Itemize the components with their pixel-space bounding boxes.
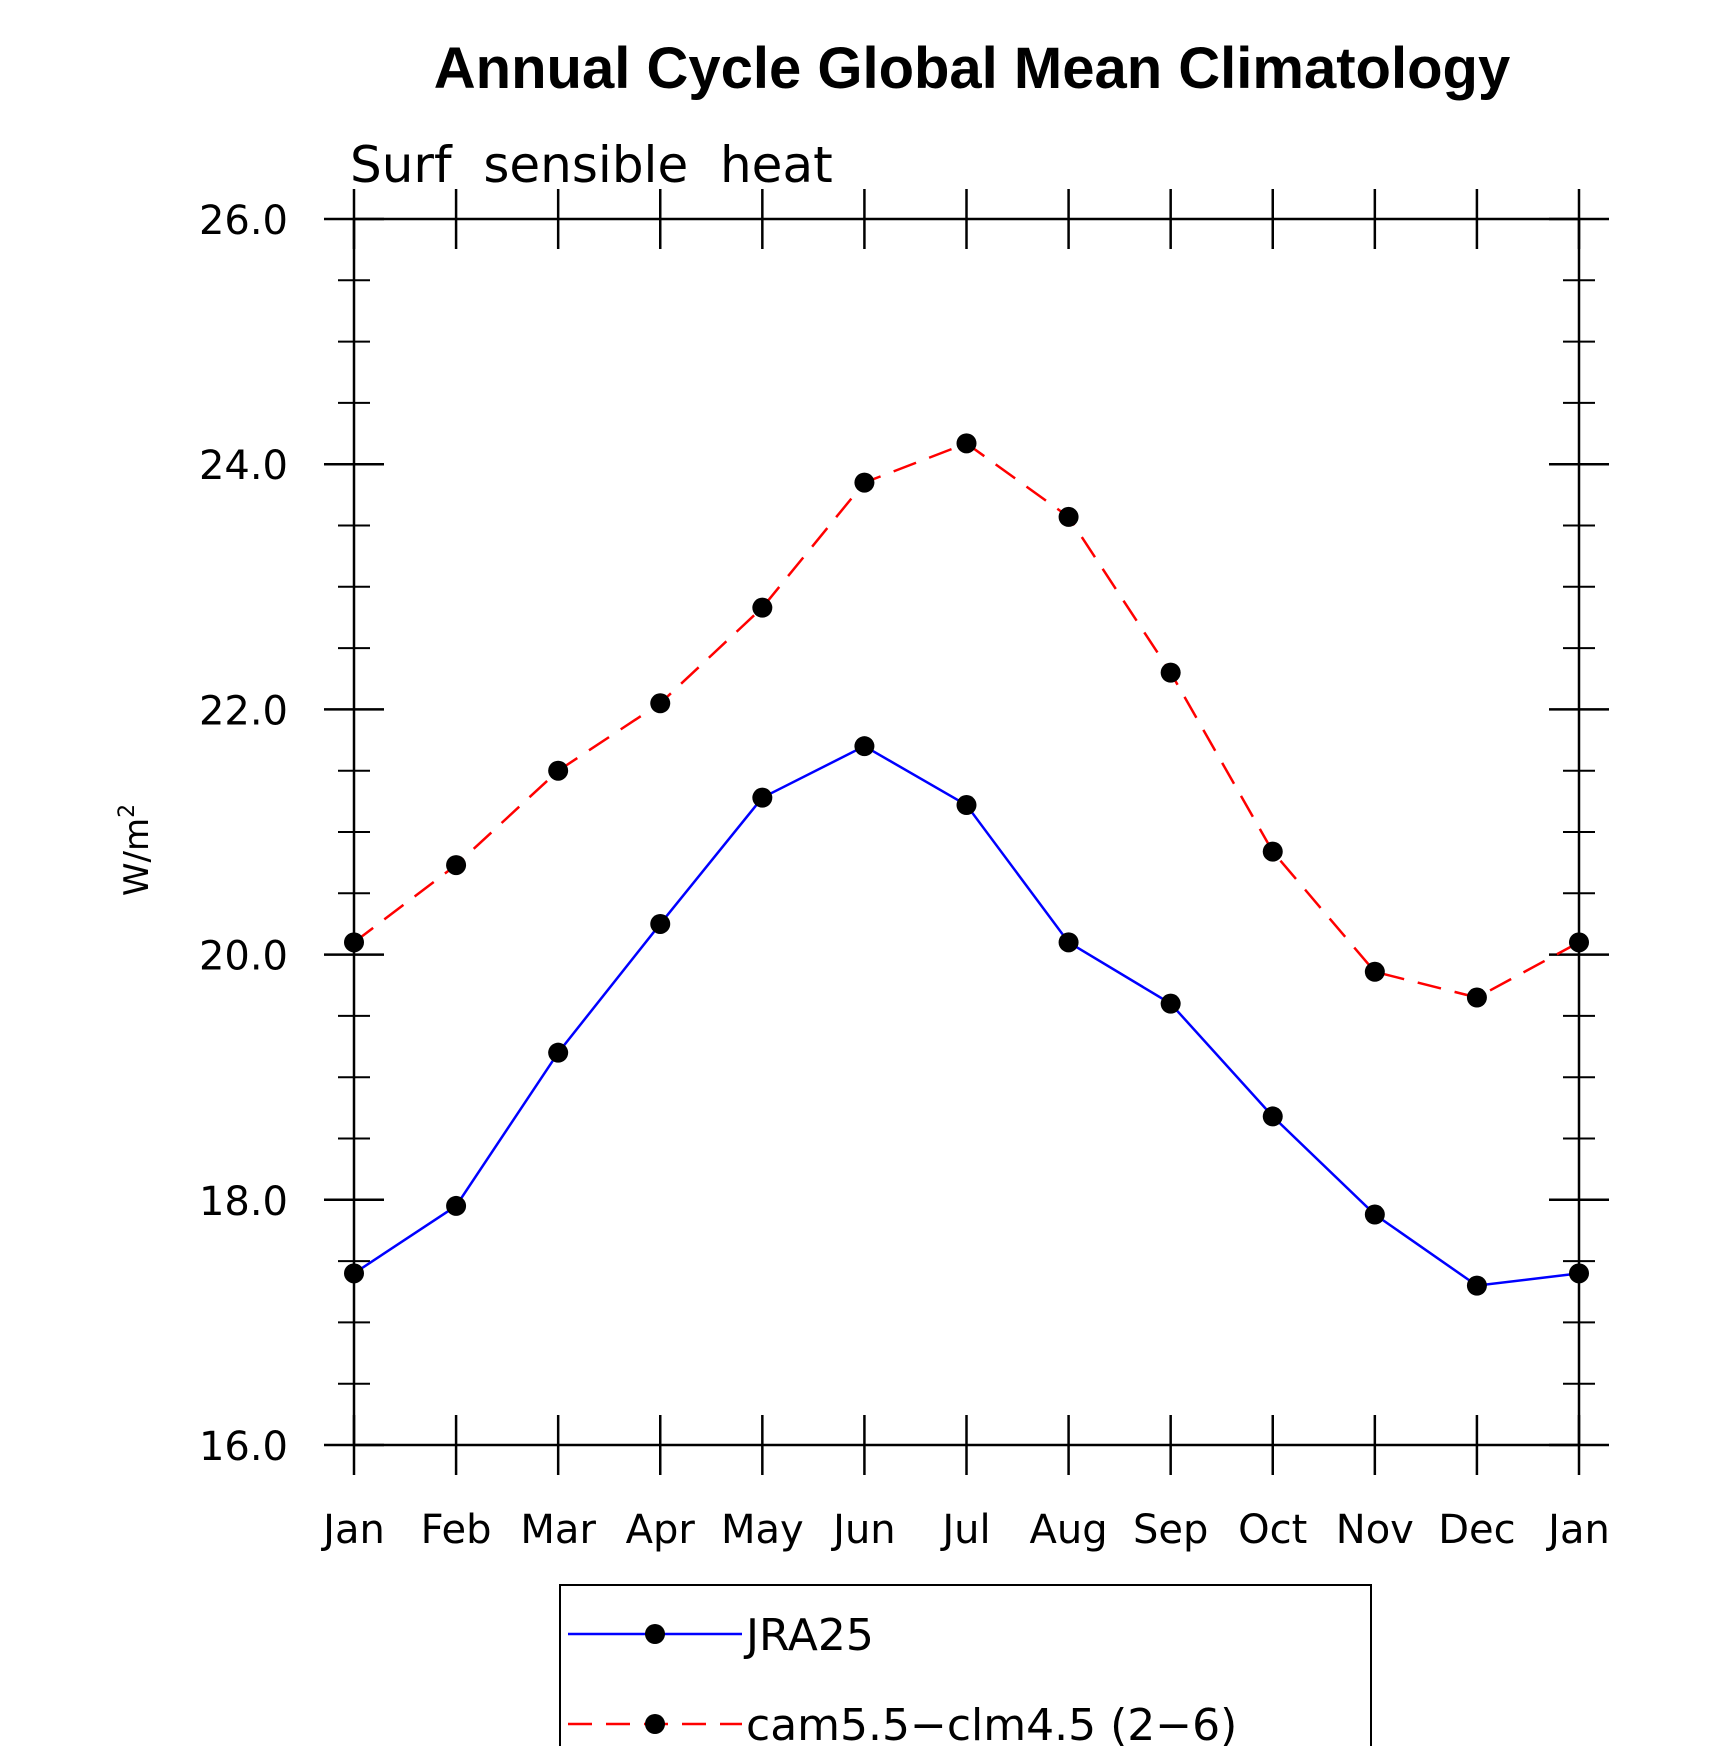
legend: JRA25 cam5.5−clm4.5 (2−6) (559, 1584, 1372, 1746)
x-tick-label: Oct (1238, 1507, 1307, 1553)
axes: Jan Feb Mar Apr May Jun Jul Aug Sep Oct Nov Dec Jan 1… (199, 189, 1610, 1553)
x-tick-label: Dec (1438, 1507, 1515, 1553)
legend-label: JRA25 (743, 1610, 874, 1661)
data-point (1466, 987, 1487, 1008)
data-point (1262, 841, 1283, 862)
legend-label: cam5.5−clm4.5 (2−6) (746, 1700, 1237, 1746)
y-tick-label: 18.0 (199, 1179, 288, 1225)
data-point (854, 472, 875, 493)
series-line (353, 744, 1580, 1287)
data-point (344, 932, 364, 953)
data-point (1058, 932, 1079, 953)
y-axis-label-text: W/m (117, 818, 157, 896)
x-tick-label: Sep (1133, 1507, 1208, 1553)
y-axis-label: W/m2 (115, 804, 157, 896)
series-line (353, 441, 1580, 999)
y-axis-label-superscript: 2 (115, 804, 140, 818)
legend-box (559, 1584, 1372, 1746)
data-point (1466, 1275, 1487, 1296)
data-point (752, 787, 773, 808)
data-point (1364, 961, 1385, 982)
x-tick-label: Jan (1545, 1507, 1610, 1553)
data-point (854, 736, 875, 757)
chart-title: Annual Cycle Global Mean Climatology (434, 36, 1510, 101)
data-point (1364, 1204, 1385, 1225)
data-point (956, 433, 977, 454)
x-tick-label: Feb (421, 1507, 492, 1553)
x-tick-label: Jul (939, 1507, 990, 1553)
data-point (548, 760, 569, 781)
data-point (1160, 993, 1181, 1014)
plot-frame (352, 217, 1581, 1447)
data-point (650, 913, 671, 934)
legend-swatch-marker (645, 1624, 665, 1644)
y-tick-label: 26.0 (199, 198, 288, 244)
series-2 (344, 433, 1589, 1008)
data-point (956, 795, 977, 816)
data-point (1160, 662, 1181, 683)
data-point (1569, 932, 1589, 953)
data-point (446, 1195, 467, 1216)
data-point (1569, 1263, 1589, 1284)
series-1 (344, 736, 1589, 1296)
data-point (650, 693, 671, 714)
x-tick-label: Jan (320, 1507, 385, 1553)
svg-text:W/m2: W/m2 (115, 804, 157, 896)
data-point (344, 1263, 364, 1284)
data-point (752, 597, 773, 618)
legend-items: JRA25 cam5.5−clm4.5 (2−6) (568, 1610, 1237, 1746)
legend-swatch-marker (645, 1714, 665, 1734)
x-tick-label: Apr (626, 1507, 696, 1553)
data-point (548, 1042, 569, 1063)
x-tick-label: May (721, 1507, 804, 1553)
data-point (1058, 506, 1079, 527)
y-tick-label: 22.0 (199, 688, 288, 734)
y-tick-label: 16.0 (199, 1424, 288, 1470)
x-tick-label: Jun (830, 1507, 896, 1553)
x-tick-label: Mar (520, 1507, 596, 1553)
chart-subtitle: Surf sensible heat (350, 136, 833, 194)
x-tick-label: Nov (1336, 1507, 1414, 1553)
data-point (446, 855, 467, 876)
series-layer (344, 433, 1589, 1296)
y-tick-label: 24.0 (199, 443, 288, 489)
x-tick-label: Aug (1030, 1507, 1108, 1553)
y-tick-label: 20.0 (199, 934, 288, 980)
data-point (1262, 1106, 1283, 1127)
